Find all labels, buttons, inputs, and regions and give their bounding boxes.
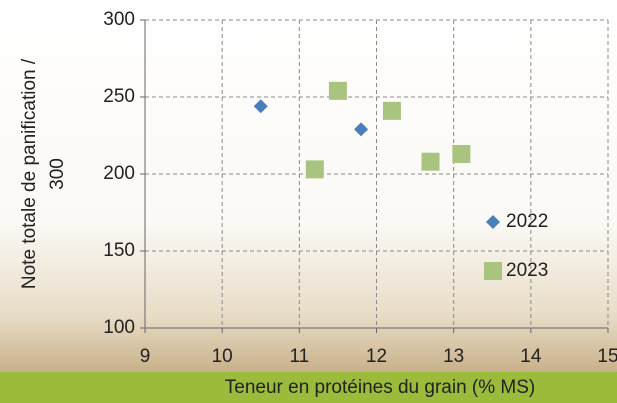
point [452,144,471,163]
y-tick-label: 300 [103,9,135,30]
background [0,0,617,372]
point [328,81,347,100]
x-tick-label: 14 [520,346,542,367]
y-tick-label: 100 [103,317,135,338]
y-axis-label: 300 [47,158,68,190]
x-tick-label: 15 [597,346,617,367]
x-label-band [0,372,617,403]
x-tick-label: 12 [366,346,387,367]
point [382,101,401,120]
point [305,160,324,179]
legend-label: 2022 [506,211,548,232]
point [253,99,268,114]
x-tick-label: 11 [289,346,309,367]
x-tick-label: 9 [140,346,151,367]
legend-marker [484,262,502,280]
x-tick-label: 10 [212,346,233,367]
legend-marker [486,215,500,229]
legend-label: 2023 [506,260,548,281]
point [354,122,369,137]
x-axis-label: Teneur en protéines du grain (% MS) [225,377,536,398]
y-axis-label: Note totale de panification / [19,58,40,289]
y-tick-label: 200 [103,163,135,184]
x-tick-label: 13 [443,346,464,367]
point [421,152,440,171]
y-tick-label: 150 [103,240,135,261]
y-tick-label: 250 [103,86,135,107]
